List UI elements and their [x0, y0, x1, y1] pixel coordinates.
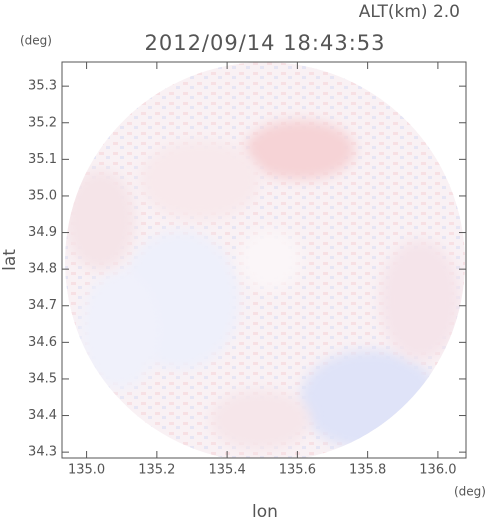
plot-frame [61, 61, 467, 459]
x-tick-label: 135.0 [68, 463, 105, 478]
radar-patch [300, 350, 440, 450]
x-tick-label: 135.6 [279, 463, 316, 478]
radar-patch [140, 140, 260, 220]
radar-patch [380, 240, 460, 360]
y-tick-label: 35.0 [28, 188, 57, 203]
radar-patch [210, 390, 310, 450]
y-tick-label: 34.9 [28, 225, 57, 240]
x-tick-label: 135.2 [138, 463, 175, 478]
radar-field [65, 62, 465, 458]
ticks: 135.0 135.2 135.4 135.6 135.8 136.0 35.3 35.2 35… [28, 62, 466, 478]
x-tick-label: 135.4 [209, 463, 246, 478]
y-tick-label: 35.1 [28, 152, 57, 167]
y-tick-label: 34.7 [28, 298, 57, 313]
chart-title: 2012/09/14 18:43:53 [144, 31, 385, 55]
radar-patch [245, 120, 355, 180]
y-tick-label: 35.3 [28, 79, 57, 94]
radar-patch [80, 270, 160, 390]
radar-center [240, 230, 300, 290]
x-tick-label: 135.8 [349, 463, 386, 478]
x-axis-label: lon [252, 502, 278, 521]
y-tick-label: 34.5 [28, 371, 57, 386]
radar-disk [65, 62, 465, 458]
y-axis-label: lat [0, 249, 20, 271]
x-unit: (deg) [454, 485, 486, 499]
y-tick-label: 34.3 [28, 445, 57, 460]
y-tick-label: 34.8 [28, 262, 57, 277]
x-tick-label: 136.0 [419, 463, 456, 478]
altitude-label: ALT(km) 2.0 [359, 2, 460, 22]
y-unit: (deg) [20, 34, 52, 48]
y-tick-label: 34.4 [28, 408, 57, 423]
y-tick-label: 35.2 [28, 115, 57, 130]
radar-patch [65, 170, 135, 270]
y-tick-label: 34.6 [28, 335, 57, 350]
